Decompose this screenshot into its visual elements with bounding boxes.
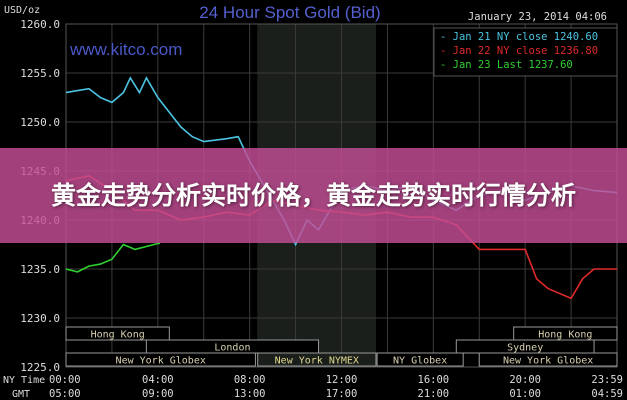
x-row-label-ny: NY Time	[3, 375, 45, 386]
x-tick-gmt: 01:00	[509, 388, 541, 400]
x-tick-ny: 12:00	[326, 374, 358, 386]
session-label: New York NYMEX	[275, 356, 359, 367]
chart-title: 24 Hour Spot Gold (Bid)	[199, 3, 380, 22]
session-label: New York Globex	[503, 356, 593, 367]
legend-box	[433, 27, 618, 77]
kitco-watermark: www.kitco.com	[69, 40, 182, 59]
x-row-label-gmt: GMT	[12, 389, 30, 400]
session-label: Hong Kong	[91, 330, 145, 341]
x-tick-gmt: 13:00	[234, 388, 266, 400]
session-bar	[65, 352, 256, 367]
x-tick-ny: 20:00	[509, 374, 541, 386]
x-tick-gmt: 09:00	[142, 388, 174, 400]
y-tick-label: 1250.0	[20, 116, 60, 129]
x-tick-gmt: 21:00	[418, 388, 450, 400]
y-tick-label: 1260.0	[20, 18, 60, 31]
x-tick-ny: 00:00	[49, 374, 81, 386]
session-label: London	[214, 343, 250, 354]
series-line-3	[65, 242, 161, 273]
chart-timestamp: January 23, 2014 04:06	[468, 11, 607, 23]
x-tick-gmt: 17:00	[326, 388, 358, 400]
session-label: Sydney	[507, 343, 543, 354]
y-tick-label: 1225.0	[20, 361, 60, 374]
x-tick-gmt: 04:59	[591, 388, 623, 400]
x-tick-ny: 23:59	[591, 374, 623, 386]
session-bar	[478, 352, 618, 367]
legend-entry: - Jan 22 NY close 1236.80	[440, 45, 598, 57]
x-tick-ny: 16:00	[418, 374, 450, 386]
y-tick-label: 1255.0	[20, 67, 60, 80]
legend-entry: - Jan 23 Last 1237.60	[440, 59, 573, 71]
session-bar	[376, 352, 464, 367]
y-tick-label: 1230.0	[20, 312, 60, 325]
session-label: Hong Kong	[538, 330, 592, 341]
article-title: 黄金走势分析实时价格，黄金走势实时行情分析	[50, 180, 576, 210]
session-bar	[257, 352, 377, 367]
session-bar	[65, 326, 170, 341]
y-tick-label: 1235.0	[20, 263, 60, 276]
x-tick-ny: 04:00	[142, 374, 174, 386]
article-title-banner: 黄金走势分析实时价格，黄金走势实时行情分析	[0, 148, 627, 243]
session-label: New York Globex	[116, 356, 206, 367]
legend-entry: - Jan 21 NY close 1240.60	[440, 31, 598, 43]
y-axis-unit: USD/oz	[4, 5, 40, 16]
x-tick-ny: 08:00	[234, 374, 266, 386]
x-tick-gmt: 05:00	[49, 388, 81, 400]
session-label: NY Globex	[393, 356, 447, 367]
